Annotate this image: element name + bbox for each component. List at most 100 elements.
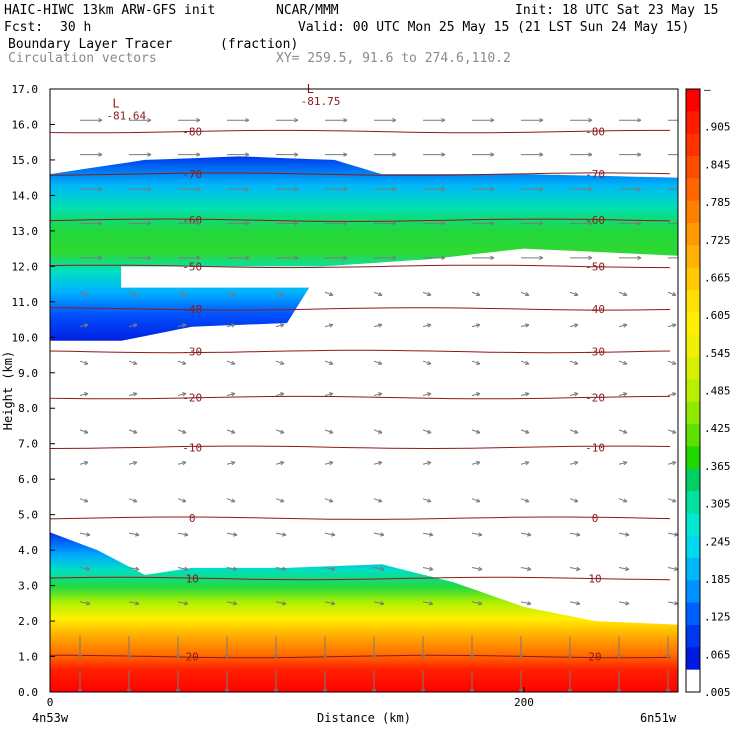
vector-head (674, 601, 678, 606)
forecast-hours: 30 h (60, 20, 92, 35)
vector-head (573, 323, 579, 328)
vector-head (671, 429, 677, 434)
colorbar-label: .725 (704, 234, 731, 247)
circulation-vector (471, 392, 481, 396)
vector-head (147, 152, 152, 157)
circulation-vector (373, 601, 385, 605)
vector-head (539, 221, 544, 226)
circulation-vector (569, 461, 579, 465)
y-axis-label: Height (km) (1, 351, 15, 430)
vector-head (132, 392, 138, 397)
vector-head (294, 152, 299, 157)
vector-head (622, 392, 628, 397)
circulation-vector (128, 461, 138, 465)
circulation-vector (79, 461, 89, 465)
vector-head (567, 688, 573, 692)
vector-head (420, 688, 426, 692)
colorbar-label: .545 (704, 347, 731, 360)
circulation-vector (422, 360, 432, 365)
y-tick-label: 1.0 (18, 651, 38, 664)
vector-head (490, 186, 495, 192)
vector-head (475, 392, 481, 397)
vector-head (380, 566, 385, 571)
contour-label: 10 (186, 572, 199, 585)
colorbar-label: .005 (704, 686, 731, 699)
vector-head (132, 292, 138, 297)
vector-head (328, 460, 334, 466)
vector-head (524, 429, 530, 434)
vector-head (98, 118, 103, 123)
circulation-vector (471, 498, 481, 503)
vector-head (83, 429, 89, 434)
vector-head (475, 323, 481, 328)
vector-head (426, 498, 432, 503)
circulation-vector (79, 567, 91, 570)
vector-head (625, 566, 630, 571)
vector-head (273, 654, 279, 659)
vector-head (567, 654, 573, 659)
temperature-contour (50, 129, 670, 134)
vector-head (282, 532, 287, 537)
vector-head (245, 221, 250, 226)
circulation-vector (324, 532, 336, 536)
y-tick-label: 3.0 (18, 580, 38, 593)
field1-unit: (fraction) (220, 37, 299, 52)
vector-head (322, 688, 328, 692)
vector-head (527, 532, 532, 537)
vector-head (527, 566, 532, 571)
y-tick-label: 0.0 (18, 686, 38, 699)
low-marker: L (112, 96, 119, 110)
vector-head (132, 360, 138, 365)
vector-head (441, 152, 446, 157)
vector-head (573, 392, 579, 397)
circulation-vector (618, 498, 628, 503)
vector-head (524, 392, 530, 397)
circulation-vector (177, 498, 187, 503)
x-tick-label: 200 (514, 696, 534, 709)
circulation-vector (569, 429, 579, 434)
y-tick-label: 2.0 (18, 615, 38, 628)
vector-head (392, 221, 397, 226)
circulation-vector (324, 461, 334, 465)
vector-head (230, 323, 236, 328)
contour-label: 20 (588, 651, 601, 664)
circulation-vector (569, 498, 579, 503)
colorbar-label: .125 (704, 611, 731, 624)
vector-head (622, 429, 628, 434)
colorbar-swatch (686, 625, 700, 648)
y-tick-label: 5.0 (18, 509, 38, 522)
vector-head (83, 498, 89, 503)
colorbar-swatch (686, 223, 700, 246)
circulation-vector (79, 360, 89, 365)
vector-head (429, 566, 434, 571)
vector-head (518, 654, 524, 659)
vector-head (475, 429, 481, 434)
circulation-vector (373, 567, 385, 570)
vector-head (328, 498, 334, 503)
vector-head (441, 221, 446, 226)
vector-head (665, 688, 671, 692)
vector-head (126, 688, 132, 692)
circulation-vector (79, 392, 89, 396)
contour-label: 10 (588, 572, 601, 585)
vector-head (273, 688, 279, 692)
contour-label: -40 (585, 303, 605, 316)
vector-head (490, 221, 495, 226)
vector-head (175, 688, 181, 692)
circulation-vector (471, 429, 481, 434)
circulation-vector (471, 532, 483, 536)
vector-head (98, 221, 103, 226)
circulation-vector (226, 291, 236, 296)
temperature-contour (50, 264, 671, 269)
circulation-vector (667, 291, 677, 296)
vector-head (328, 323, 334, 328)
circulation-vector (373, 429, 383, 434)
vector-head (426, 392, 432, 397)
vector-head (671, 360, 677, 365)
circulation-vector (79, 429, 89, 434)
x-left-endpoint: 4n53w (32, 711, 69, 725)
colorbar-swatch (686, 468, 700, 492)
colorbar-swatch (686, 401, 700, 425)
y-tick-label: 17.0 (12, 83, 39, 96)
